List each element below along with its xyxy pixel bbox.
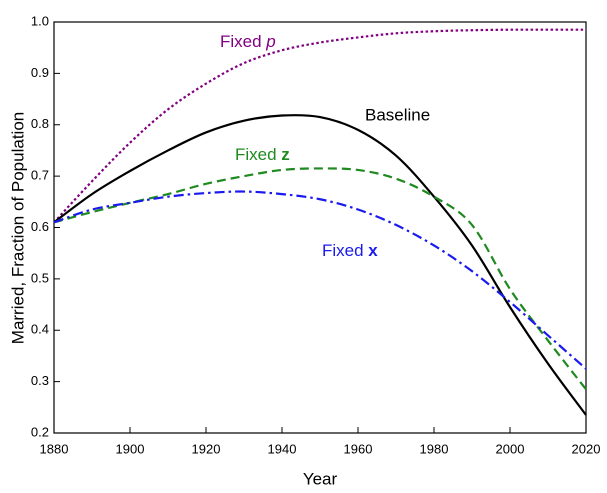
y-tick-label: 0.5 [31, 270, 49, 285]
series-line [53, 113, 587, 416]
series-line [53, 28, 586, 224]
series-label: Fixed x [322, 241, 378, 260]
x-tick-label: 1980 [420, 441, 449, 456]
y-tick-label: 0.7 [31, 168, 49, 183]
series-label: Fixed p [220, 32, 276, 51]
x-tick-label: 1880 [40, 441, 69, 456]
y-tick-label: 0.9 [31, 65, 49, 80]
x-tick-label: 1940 [268, 441, 297, 456]
y-axis-title: Married, Fraction of Population [8, 112, 27, 344]
x-tick-label: 2020 [572, 441, 601, 456]
y-tick-label: 0.4 [31, 322, 49, 337]
y-tick-label: 0.2 [31, 424, 49, 439]
y-tick-label: 0.8 [31, 116, 49, 131]
x-tick-label: 1960 [344, 441, 373, 456]
series-label: Baseline [365, 105, 430, 124]
y-tick-label: 1.0 [31, 13, 49, 28]
plot-frame [53, 21, 587, 434]
x-tick-label: 1920 [192, 441, 221, 456]
x-tick-label: 1900 [116, 441, 145, 456]
x-axis-title: Year [303, 469, 338, 488]
y-tick-label: 0.3 [31, 373, 49, 388]
series-line [53, 190, 587, 370]
x-tick-label: 2000 [496, 441, 525, 456]
y-tick-label: 0.6 [31, 219, 49, 234]
series-label: Fixed z [235, 145, 290, 164]
